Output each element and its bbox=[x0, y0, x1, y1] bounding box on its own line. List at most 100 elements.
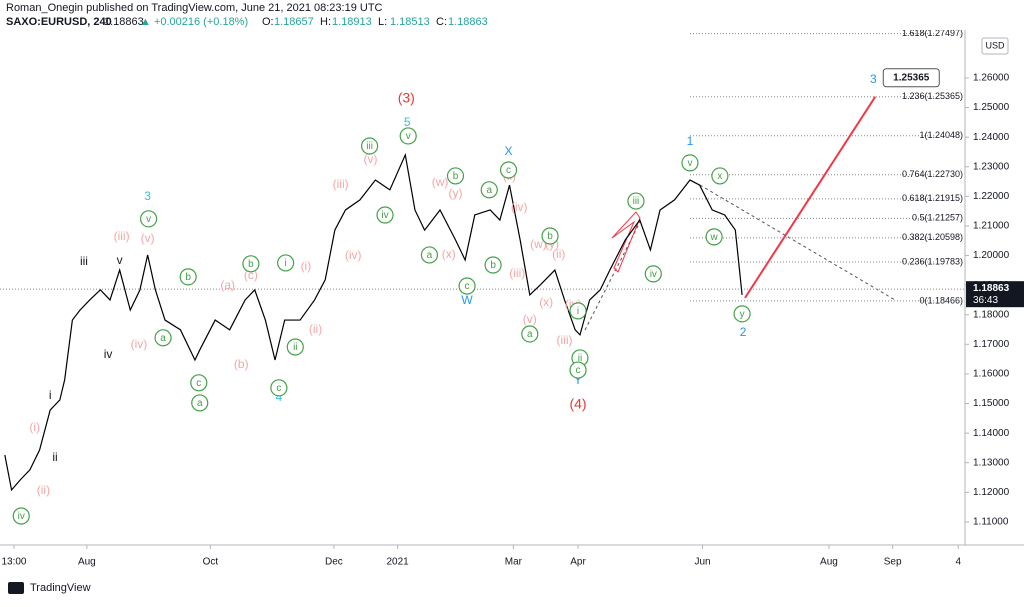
ohlc-value: 1.18513 bbox=[390, 16, 430, 28]
wave-circle bbox=[569, 361, 587, 379]
wave-label: (3) bbox=[398, 90, 415, 106]
wave-circle bbox=[12, 507, 30, 525]
wave-label: iv bbox=[650, 269, 657, 280]
wave-label: (iv) bbox=[511, 200, 528, 214]
fib-label: 0.382(1.20598) bbox=[902, 232, 963, 242]
ohlc-key: C: bbox=[436, 16, 447, 28]
wave-label: a bbox=[160, 333, 166, 344]
footer: TradingView bbox=[8, 582, 91, 594]
wave-label: a bbox=[527, 329, 533, 340]
x-tick-label: 2021 bbox=[386, 557, 409, 568]
ohlc: O: 1.18657 H: 1.18913 L: 1.18513 C: 1.18863 bbox=[262, 16, 488, 28]
x-tick-label: Mar bbox=[505, 557, 523, 568]
wave-circle bbox=[484, 256, 502, 274]
wave-label: v bbox=[406, 131, 411, 142]
wave-label: c bbox=[465, 281, 470, 292]
ohlc-key: H: bbox=[320, 16, 331, 28]
y-tick-label: 1.24000 bbox=[973, 132, 1010, 143]
wave-circle bbox=[627, 192, 645, 210]
wave-label: (y) bbox=[448, 186, 462, 200]
wave-label: a bbox=[427, 250, 433, 261]
wave-circle bbox=[733, 305, 751, 323]
wave-circle bbox=[644, 265, 662, 283]
wave-circle bbox=[711, 167, 729, 185]
y-tick-label: 1.12000 bbox=[973, 487, 1010, 498]
wave-label: (ii) bbox=[309, 322, 322, 336]
wave-label: iv bbox=[104, 347, 113, 361]
channel-sketch bbox=[611, 211, 641, 273]
fib-label: 0.5(1.21257) bbox=[912, 213, 963, 223]
wave-label: (ii) bbox=[37, 483, 50, 497]
wave-circle bbox=[681, 154, 699, 172]
wave-circle bbox=[420, 246, 439, 264]
ohlc-key: L: bbox=[378, 16, 387, 28]
countdown: 36:43 bbox=[973, 295, 998, 306]
fib-label: 0(1.18466) bbox=[919, 295, 963, 305]
wave-label: (x) bbox=[442, 247, 456, 261]
x-tick-label: 13:00 bbox=[1, 557, 26, 568]
wave-circle bbox=[446, 167, 465, 185]
wave-label: b bbox=[248, 259, 254, 270]
wave-label: (iii) bbox=[509, 266, 525, 280]
wave-label: (a) bbox=[220, 278, 235, 292]
wave-label: (v) bbox=[523, 312, 537, 326]
wave-circle bbox=[376, 206, 394, 224]
plot: 0(1.18466) 0.236(1.19783) 0.382(1.20598) 0.… bbox=[0, 28, 965, 525]
wave-circle bbox=[399, 127, 417, 145]
y-tick-label: 1.15000 bbox=[973, 398, 1010, 409]
wave-label: (iv) bbox=[345, 248, 362, 262]
y-tick-label: 1.20000 bbox=[973, 250, 1010, 261]
wave-circle bbox=[191, 394, 209, 412]
wave-label: a bbox=[197, 398, 203, 409]
wave-label: ii bbox=[578, 353, 582, 364]
wave-label: (x) bbox=[539, 295, 553, 309]
ohlc-value: 1.18863 bbox=[448, 16, 488, 28]
price: 1.18863 bbox=[104, 16, 144, 28]
x-tick-label: Aug bbox=[820, 557, 838, 568]
y-tick-label: 1.26000 bbox=[973, 73, 1010, 84]
wave-label: 3 bbox=[870, 72, 877, 86]
wave-label: v bbox=[146, 214, 151, 225]
wave-circle bbox=[179, 268, 197, 286]
logo bbox=[8, 582, 24, 594]
fib-label: 0.236(1.19783) bbox=[902, 256, 963, 266]
fib-label: 0.764(1.22730) bbox=[902, 169, 963, 179]
wave-label: (w) bbox=[530, 237, 547, 251]
currency-box[interactable] bbox=[981, 37, 1009, 55]
wave-label: (i) bbox=[301, 259, 312, 273]
wave-label: b bbox=[547, 231, 553, 242]
wave-circle bbox=[154, 329, 172, 347]
y-tick-label: 1.17000 bbox=[973, 339, 1010, 350]
wave-label: Y bbox=[574, 373, 582, 387]
wave-circle bbox=[140, 210, 158, 228]
y-tick-label: 1.18000 bbox=[973, 309, 1010, 320]
wave-label: (iii) bbox=[557, 333, 573, 347]
wave-label: (b) bbox=[234, 357, 249, 371]
wave-label: (iii) bbox=[114, 229, 130, 243]
y-tick-label: 1.11000 bbox=[973, 517, 1009, 528]
wave-label: iii bbox=[80, 254, 88, 268]
wave-label: w bbox=[709, 232, 718, 243]
wave-circle bbox=[480, 181, 498, 199]
wave-circle bbox=[242, 255, 260, 273]
x-tick-label: Dec bbox=[325, 557, 343, 568]
ohlc-value: 1.18913 bbox=[332, 16, 372, 28]
last-price-box bbox=[966, 281, 1024, 308]
fib-label: 1.236(1.25365) bbox=[902, 91, 963, 101]
wave-circle bbox=[286, 338, 304, 356]
y-tick-label: 1.21000 bbox=[973, 221, 1010, 232]
wave-label: v bbox=[687, 158, 692, 169]
wave-circle bbox=[521, 325, 539, 343]
fib-label: 1.618(1.27497) bbox=[902, 28, 963, 38]
wave-label: iii bbox=[633, 196, 640, 207]
wave-label: iv bbox=[381, 210, 388, 221]
wave-label: (w) bbox=[432, 175, 449, 189]
y-tick-label: 1.14000 bbox=[973, 428, 1010, 439]
wave-label: 2 bbox=[740, 325, 747, 339]
wave-circle bbox=[270, 379, 288, 397]
wave-label: (v) bbox=[141, 231, 155, 245]
wave-label: (i) bbox=[29, 420, 40, 434]
y-tick-label: 1.13000 bbox=[973, 457, 1010, 468]
wave-label: b bbox=[490, 260, 496, 271]
